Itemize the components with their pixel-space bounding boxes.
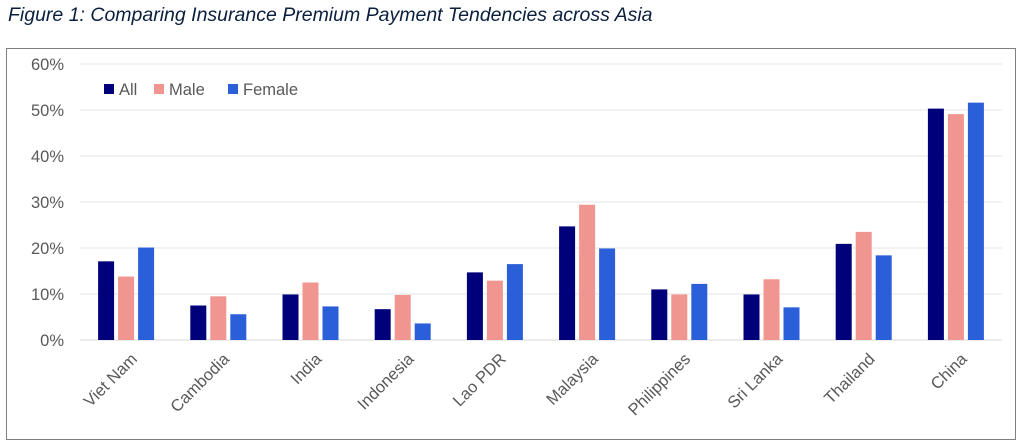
legend-swatch-all: [104, 84, 114, 94]
category-label: Thailand: [821, 350, 878, 407]
bar-all: [282, 294, 299, 340]
y-tick-label: 50%: [31, 102, 64, 120]
bar-all: [651, 289, 668, 340]
bar-male: [855, 231, 872, 340]
bar-female: [599, 248, 616, 340]
bar-all: [98, 261, 115, 340]
bar-male: [302, 282, 319, 340]
bar-all: [927, 108, 944, 341]
bar-male: [947, 114, 964, 340]
bar-female: [783, 307, 800, 340]
bar-female: [414, 323, 431, 340]
bar-female: [967, 102, 984, 340]
bar-all: [559, 226, 576, 340]
legend-swatch-male: [154, 84, 164, 94]
legend-label-male: Male: [169, 81, 205, 99]
y-tick-label: 40%: [31, 148, 64, 166]
category-label: Malaysia: [543, 350, 602, 409]
bar-all: [743, 294, 760, 340]
bar-all: [466, 272, 483, 340]
category-label: Cambodia: [167, 350, 233, 416]
category-label: Sri Lanka: [724, 350, 787, 413]
y-tick-label: 10%: [31, 286, 64, 304]
bar-male: [486, 280, 503, 340]
bar-male: [210, 296, 227, 340]
bars: [98, 102, 984, 341]
bar-female: [230, 314, 247, 340]
category-label: Philippines: [625, 350, 694, 419]
bar-all: [835, 243, 852, 340]
bar-all: [374, 309, 391, 340]
bar-female: [875, 255, 892, 340]
legend-swatch-female: [228, 84, 238, 94]
legend-label-female: Female: [243, 81, 298, 99]
bar-female: [322, 306, 339, 340]
bar-all: [190, 305, 207, 340]
bar-female: [138, 247, 155, 340]
bar-male: [394, 294, 411, 340]
y-tick-label: 20%: [31, 240, 64, 258]
x-axis-categories: Viet Nam Cambodia India Indonesia Lao PDR Mal…: [80, 350, 971, 420]
y-tick-label: 30%: [31, 194, 64, 212]
bar-male: [763, 279, 780, 340]
category-label: Indonesia: [354, 350, 418, 414]
legend-label-all: All: [119, 81, 137, 99]
bar-female: [506, 264, 523, 340]
category-label: India: [287, 350, 326, 389]
figure-title: Figure 1: Comparing Insurance Premium Pa…: [8, 4, 653, 26]
bar-male: [671, 294, 688, 340]
category-label: Viet Nam: [80, 350, 141, 411]
legend: All Male Female: [104, 81, 298, 99]
chart-frame: [6, 48, 1016, 440]
y-tick-label: 0%: [40, 332, 64, 350]
y-tick-label: 60%: [31, 56, 64, 74]
y-axis-ticks: 0% 10% 20% 30% 40% 50% 60%: [31, 56, 64, 350]
bar-female: [691, 283, 708, 340]
bar-male: [579, 204, 596, 340]
category-label: Lao PDR: [450, 350, 510, 410]
category-label: China: [928, 350, 972, 394]
bar-male: [118, 276, 135, 340]
